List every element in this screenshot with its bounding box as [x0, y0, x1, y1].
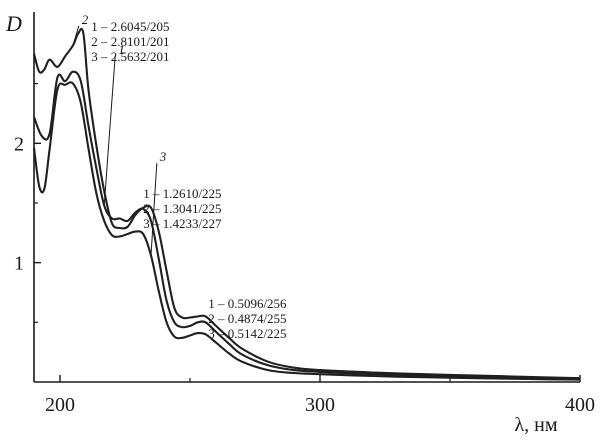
annotation-line: 1 – 0.5096/256	[208, 296, 287, 311]
curve-label-1: 1	[118, 42, 125, 57]
x-tick-label: 200	[45, 394, 75, 416]
y-tick-label: 1	[14, 253, 24, 275]
y-axis-title: D	[5, 11, 22, 36]
curves	[32, 27, 581, 381]
curve-label-leader	[72, 25, 80, 46]
annotation-line: 2 – 1.3041/225	[143, 201, 221, 216]
series-2-line	[32, 27, 581, 380]
x-tick-label: 400	[565, 394, 595, 416]
x-axis-title: λ, нм	[514, 414, 557, 436]
curve-label-leader	[103, 55, 116, 206]
annotation-line: 1 – 2.6045/205	[91, 19, 169, 34]
annotation-line: 2 – 0.4874/255	[208, 311, 286, 326]
axes: 200 300 400 1 2	[14, 12, 595, 416]
curve-label-leader	[150, 163, 158, 256]
x-tick-label: 300	[305, 394, 335, 416]
series-3-line	[32, 81, 581, 381]
annotation-line: 3 – 2.5632/201	[91, 49, 169, 64]
annotation-line: 1 – 1.2610/225	[143, 186, 221, 201]
annotation-line: 3 – 0.5142/225	[208, 326, 286, 341]
annotation-line: 3 – 1.4233/227	[143, 216, 222, 231]
annotation-line: 2 – 2.8101/201	[91, 34, 169, 49]
series-1-line	[33, 70, 581, 381]
y-tick-label: 2	[14, 133, 24, 155]
curve-label-3: 3	[159, 149, 167, 164]
curve-label-2: 2	[82, 12, 89, 27]
